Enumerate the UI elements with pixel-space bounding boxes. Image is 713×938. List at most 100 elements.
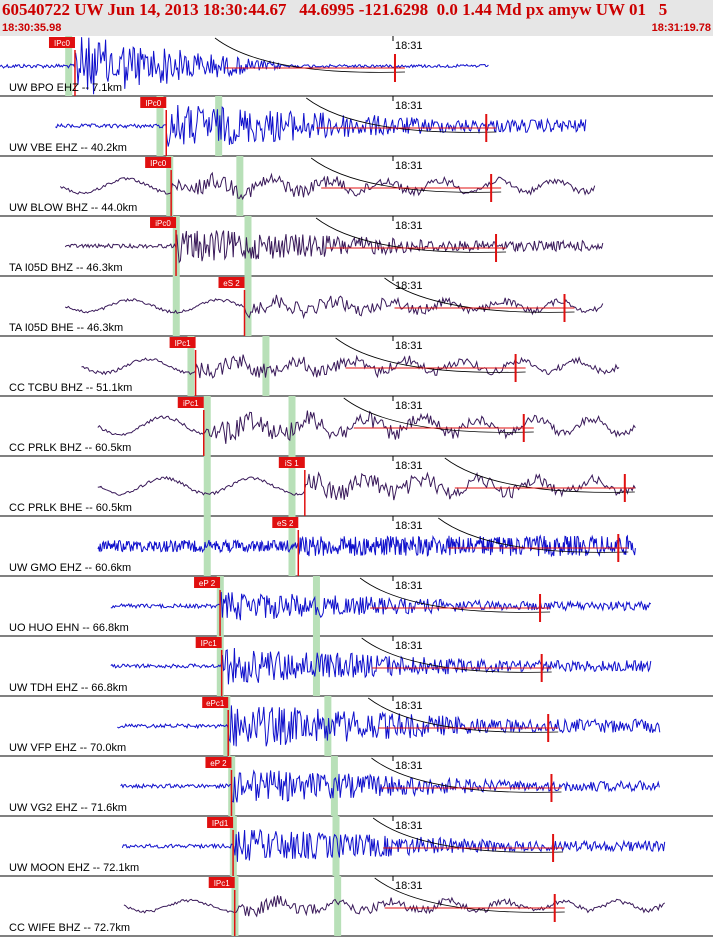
coda-decay-curve [306, 97, 497, 133]
waveform-trace [64, 294, 604, 320]
pick-label: eP 2 [199, 579, 216, 588]
station-label: UW VFP EHZ -- 70.0km [9, 742, 126, 754]
station-label: UW BPO EHZ -- 7.1km [9, 82, 122, 94]
pick-label: IPc1 [214, 879, 231, 888]
waveform-trace [121, 828, 666, 862]
p-arrival-band [166, 156, 174, 216]
coda-decay-curve [310, 157, 502, 193]
time-mark-label: 18:31 [395, 700, 423, 712]
time-mark-label: 18:31 [395, 400, 423, 412]
waveform-trace [64, 230, 604, 264]
p-arrival-band [156, 96, 164, 156]
s-arrival-band [288, 456, 296, 516]
window-end-time: 18:31:19.78 [651, 22, 711, 34]
time-mark-label: 18:31 [395, 100, 423, 112]
station-label: UW MOON EHZ -- 72.1km [9, 862, 139, 874]
time-mark-label: 18:31 [395, 40, 423, 52]
waveform-trace [55, 104, 587, 147]
pick-marker[interactable] [140, 97, 167, 108]
pick-label: eP 2 [210, 759, 227, 768]
station-label: UW GMO EHZ -- 60.6km [9, 562, 131, 574]
coda-decay-curve [374, 877, 565, 913]
s-arrival-band [330, 756, 338, 816]
station-label: UO HUO EHN -- 66.8km [9, 622, 129, 634]
s-arrival-band [236, 156, 244, 216]
s-arrival-band [288, 516, 296, 576]
coda-decay-curve [367, 697, 559, 733]
station-label: UW VBE EHZ -- 40.2km [9, 142, 127, 154]
waveform-trace [81, 354, 620, 379]
station-label: UW VG2 EHZ -- 71.6km [9, 802, 127, 814]
s-arrival-band [262, 336, 270, 396]
pick-label: iPc0 [155, 219, 171, 228]
time-mark-label: 18:31 [395, 640, 423, 652]
event-title: 60540722 UW Jun 14, 2013 18:30:44.67 44.… [2, 0, 668, 19]
pick-label: IPc0 [150, 159, 167, 168]
pick-marker[interactable] [272, 517, 299, 528]
waveform-trace [120, 769, 660, 803]
waveform-trace [0, 37, 489, 95]
waveform-trace [59, 171, 596, 201]
seismogram-svg[interactable]: IPc0 18:31 UW BPO EHZ -- 7.1km IPc0 18:31 UW … [0, 36, 713, 938]
coda-decay-curve [371, 757, 562, 793]
pick-marker[interactable] [278, 457, 305, 468]
time-mark-label: 18:31 [395, 520, 423, 532]
pick-marker[interactable] [202, 697, 229, 708]
s-arrival-band [332, 816, 340, 876]
pick-marker[interactable] [150, 217, 177, 228]
s-arrival-band [334, 876, 342, 936]
waveform-trace [110, 591, 652, 621]
station-label: UW TDH EHZ -- 66.8km [9, 682, 127, 694]
station-label: CC PRLK BHZ -- 60.5km [9, 442, 131, 454]
s-arrival-band [312, 576, 320, 636]
coda-decay-curve [214, 37, 405, 73]
pick-marker[interactable] [169, 337, 196, 348]
coda-decay-curve [315, 217, 507, 253]
p-arrival-band [172, 276, 180, 336]
pick-marker[interactable] [194, 577, 221, 588]
coda-decay-curve [335, 337, 526, 373]
pick-label: IPc1 [201, 639, 218, 648]
pick-label: iS 1 [285, 459, 299, 468]
s-arrival-band [244, 216, 252, 276]
pick-marker[interactable] [208, 877, 235, 888]
s-arrival-band [215, 96, 223, 156]
pick-marker[interactable] [177, 397, 204, 408]
time-mark-label: 18:31 [395, 280, 423, 292]
station-label: UW BLOW BHZ -- 44.0km [9, 202, 137, 214]
station-label: TA I05D BHZ -- 46.3km [9, 262, 123, 274]
pick-marker[interactable] [205, 757, 232, 768]
pick-label: IPd1 [212, 819, 229, 828]
waveform-trace [97, 410, 636, 444]
station-label: CC TCBU BHZ -- 51.1km [9, 382, 132, 394]
coda-decay-curve [359, 577, 551, 613]
pick-marker[interactable] [207, 817, 234, 828]
coda-decay-curve [444, 457, 635, 493]
waveform-trace [123, 895, 665, 918]
pick-marker[interactable] [48, 37, 75, 48]
p-arrival-band [203, 396, 211, 456]
pick-label: IPc0 [145, 99, 162, 108]
window-start-time: 18:30:35.98 [2, 22, 62, 34]
station-label: TA I05D BHE -- 46.3km [9, 322, 123, 334]
pick-marker[interactable] [195, 637, 222, 648]
waveform-trace [97, 471, 636, 501]
pick-marker[interactable] [218, 277, 245, 288]
time-mark-label: 18:31 [395, 580, 423, 592]
p-arrival-band [187, 336, 195, 396]
station-label: CC WIFE BHZ -- 72.7km [9, 922, 130, 934]
time-mark-label: 18:31 [395, 340, 423, 352]
pick-marker[interactable] [145, 157, 172, 168]
waveform-trace [117, 705, 661, 747]
coda-decay-curve [372, 817, 564, 853]
coda-decay-curve [361, 637, 552, 673]
pick-label: ePc1 [206, 699, 225, 708]
pick-label: IPc0 [54, 39, 71, 48]
pick-label: IPc1 [175, 339, 192, 348]
s-arrival-band [244, 276, 252, 336]
record-header: 60540722 UW Jun 14, 2013 18:30:44.67 44.… [0, 0, 713, 36]
seismogram-panel[interactable]: IPc0 18:31 UW BPO EHZ -- 7.1km IPc0 18:31 UW … [0, 36, 713, 938]
coda-decay-curve [438, 517, 629, 553]
waveform-trace [110, 647, 652, 685]
time-mark-label: 18:31 [395, 820, 423, 832]
